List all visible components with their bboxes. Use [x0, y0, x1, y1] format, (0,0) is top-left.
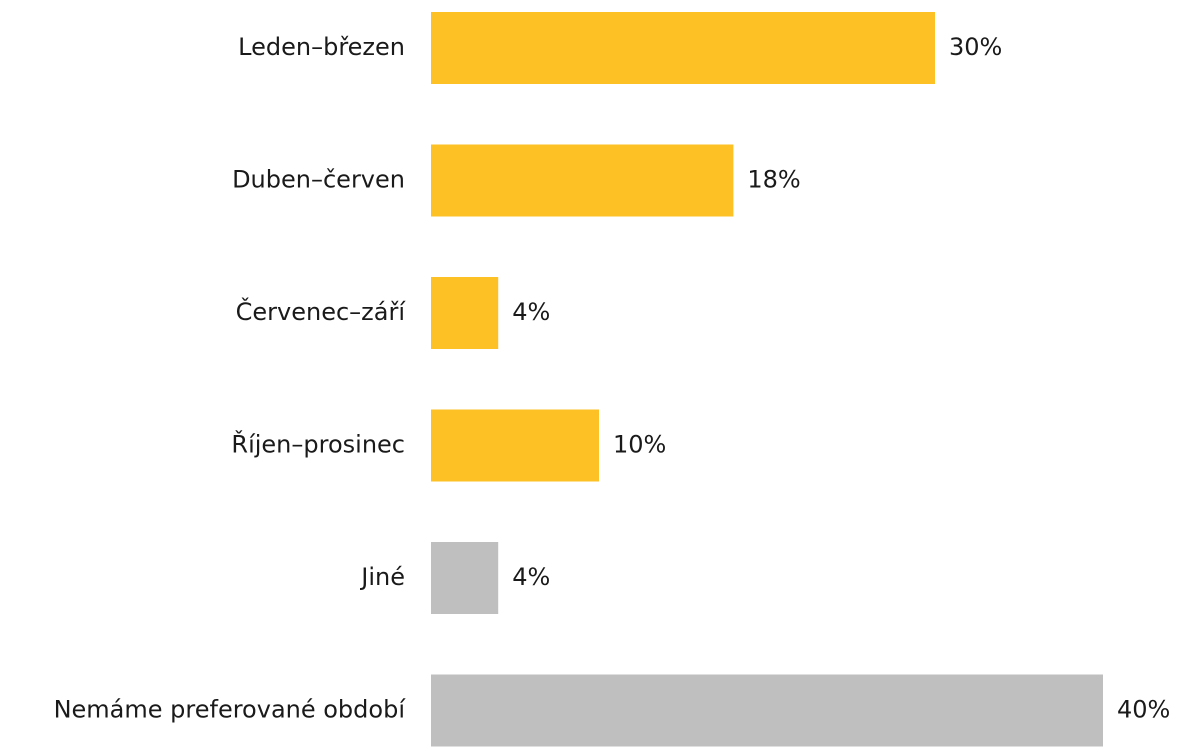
category-label: Duben–červen [232, 166, 405, 194]
value-label: 30% [949, 33, 1002, 61]
bar [431, 409, 599, 482]
category-label: Říjen–prosinec [231, 430, 405, 459]
bar [431, 144, 734, 217]
category-label: Leden–březen [238, 33, 405, 61]
value-label: 10% [613, 431, 666, 459]
category-label: Červenec–září [236, 296, 407, 326]
category-label: Nemáme preferované období [54, 696, 407, 724]
value-label: 4% [512, 563, 550, 591]
bar [431, 277, 499, 349]
value-label: 40% [1117, 696, 1170, 724]
bar [431, 12, 935, 84]
bar [431, 542, 499, 614]
bar [431, 674, 1103, 747]
category-label: Jiné [359, 563, 405, 591]
value-label: 4% [512, 298, 550, 326]
value-label: 18% [747, 166, 800, 194]
